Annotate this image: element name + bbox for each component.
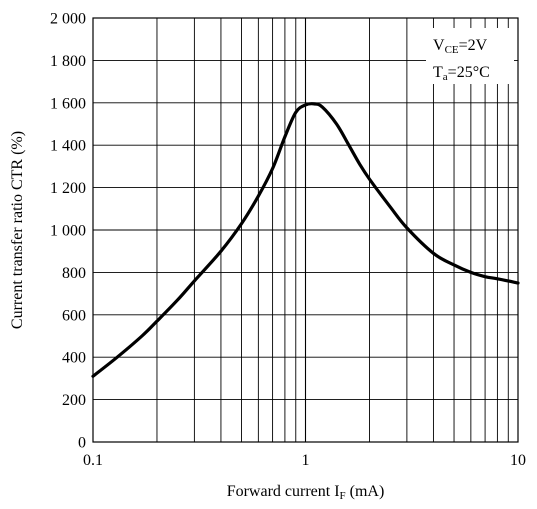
ctr-curve xyxy=(91,102,520,378)
condition-ta-main: T xyxy=(433,64,443,81)
condition-vce-main: V xyxy=(433,37,445,54)
x-tick-label: 1 xyxy=(302,452,310,469)
y-tick-label: 800 xyxy=(62,265,86,282)
y-tick-label: 600 xyxy=(62,307,86,324)
x-tick-label: 0.1 xyxy=(83,452,103,469)
plot-frame xyxy=(92,17,519,443)
condition-vce: VCE=2V xyxy=(433,37,488,56)
condition-ta: Ta=25°C xyxy=(433,64,490,83)
grid-lines xyxy=(93,17,518,443)
x-axis-label-unit: (mA) xyxy=(346,483,385,500)
y-tick-label: 1 200 xyxy=(50,180,86,197)
x-axis-label-sub: F xyxy=(340,490,346,502)
x-tick-label: 10 xyxy=(510,452,526,469)
condition-ta-sub: a xyxy=(443,71,448,83)
y-axis-label: Current transfer ratio CTR (%) xyxy=(9,131,26,329)
conditions-box xyxy=(426,28,514,84)
y-tick-label: 0 xyxy=(78,435,86,452)
x-axis-ticks: 0.1 1 10 xyxy=(83,452,526,469)
condition-vce-sub: CE xyxy=(445,44,459,56)
y-axis-ticks: 0 200 400 600 800 1 000 1 200 1 400 1 600 1 800 2 … xyxy=(50,11,86,452)
y-tick-label: 1 000 xyxy=(50,223,86,240)
x-axis-label-main: Forward current I xyxy=(227,483,340,500)
condition-ta-rest: =25°C xyxy=(448,64,490,81)
x-axis-label: Forward current IF (mA) xyxy=(227,483,385,502)
conditions-legend: VCE=2V Ta=25°C xyxy=(426,28,514,84)
y-tick-label: 1 400 xyxy=(50,138,86,155)
y-tick-label: 1 600 xyxy=(50,95,86,112)
y-tick-label: 400 xyxy=(62,350,86,367)
y-tick-label: 200 xyxy=(62,392,86,409)
condition-vce-rest: =2V xyxy=(459,37,488,54)
y-tick-label: 2 000 xyxy=(50,11,86,28)
y-tick-label: 1 800 xyxy=(50,53,86,70)
